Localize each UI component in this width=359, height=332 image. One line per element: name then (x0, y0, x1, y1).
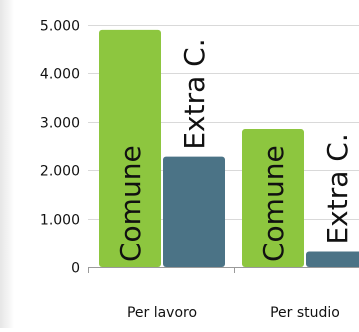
x-category-label: Per studio (270, 305, 340, 321)
y-tick-label: 2.000 (40, 164, 80, 180)
y-tick-label: 3.000 (40, 116, 80, 132)
bar-extra-c-2 (306, 251, 359, 267)
y-tick-label: 4.000 (40, 67, 80, 83)
bar-label: Comune (114, 145, 147, 262)
bar-label: Comune (257, 145, 290, 262)
bar-label: Extra C. (178, 38, 211, 149)
left-edge-shadow (0, 0, 14, 328)
bar-label: Extra C. (321, 133, 354, 244)
y-tick-label: 1.000 (40, 213, 80, 229)
y-tick-label: 5.000 (40, 19, 80, 35)
bar-comune-2 (242, 129, 304, 267)
x-category-label: Per lavoro (127, 305, 197, 321)
y-tick-label: 0 (71, 261, 80, 277)
bar-extra-c-1 (163, 156, 225, 267)
bar-comune-1 (99, 29, 161, 268)
